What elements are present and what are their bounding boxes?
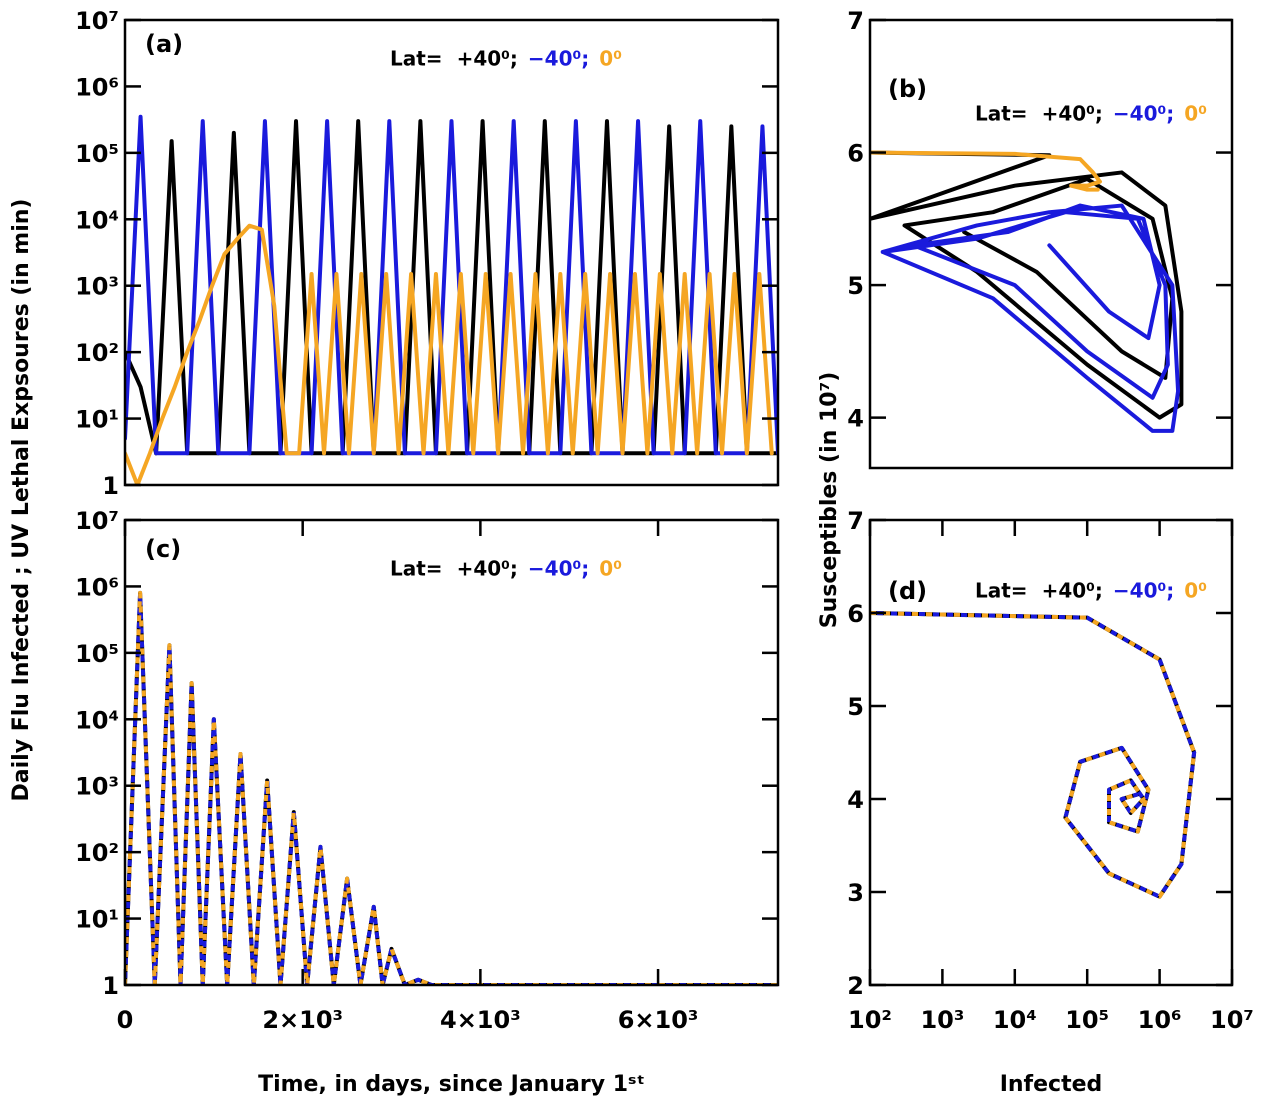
panel-label: (d) (888, 577, 927, 605)
y-tick-label: 7 (847, 7, 864, 35)
series-line (125, 223, 774, 485)
legend-entry: −40⁰; (1113, 102, 1174, 126)
y-tick-label: 10⁴ (75, 706, 119, 734)
y-tick-label: 1 (102, 972, 119, 1000)
legend-entry: −40⁰; (1113, 579, 1174, 603)
legend-entry: −40⁰; (528, 47, 589, 71)
y-tick-label: 4 (847, 405, 864, 433)
y-tick-label: 10³ (75, 773, 119, 801)
series-line (125, 119, 778, 456)
y-tick-label: 5 (847, 693, 864, 721)
y-tick-label: 5 (847, 272, 864, 300)
y-tick-label: 4 (847, 786, 864, 814)
y-tick-label: 10⁶ (75, 73, 119, 101)
y-axis-label: Daily Flu Infected ; UV Lethal Expsoures… (9, 199, 34, 802)
x-tick-label: 4×10³ (440, 1006, 521, 1034)
legend-entry: +40⁰; (1042, 579, 1103, 603)
x-tick-label: 6×10³ (618, 1006, 699, 1034)
plot-frame (123, 518, 780, 987)
y-tick-label: 10⁷ (75, 7, 119, 35)
series-line (870, 611, 1197, 899)
y-tick-label: 10¹ (75, 906, 119, 934)
legend-entry: 0⁰ (1184, 102, 1207, 126)
series-line (870, 150, 1102, 192)
y-tick-label: 1 (102, 472, 119, 500)
y-tick-label: 2 (847, 972, 864, 1000)
plot-frame (868, 18, 1234, 470)
x-tick-label: 10⁴ (993, 1006, 1037, 1034)
legend-title: Lat= (390, 47, 443, 71)
legend-title: Lat= (975, 579, 1028, 603)
y-tick-label: 10⁷ (75, 507, 119, 535)
plot-frame (123, 18, 780, 487)
y-tick-label: 10⁴ (75, 206, 119, 234)
x-tick-label: 0 (117, 1006, 134, 1034)
panel-label: (c) (145, 535, 181, 563)
y-tick-label: 10⁵ (75, 640, 119, 668)
series-line (125, 114, 778, 456)
plot-area (125, 114, 778, 485)
x-tick-label: 10⁶ (1138, 1006, 1182, 1034)
legend-entry: 0⁰ (599, 557, 622, 581)
series-line (870, 611, 1197, 899)
y-tick-label: 10² (75, 839, 119, 867)
y-tick-label: 10² (75, 339, 119, 367)
y-tick-label: 7 (847, 507, 864, 535)
x-tick-label: 10⁵ (1065, 1006, 1109, 1034)
legend-entry: +40⁰; (457, 557, 518, 581)
legend-entry: +40⁰; (1042, 102, 1103, 126)
x-tick-label: 10⁷ (1210, 1006, 1254, 1034)
legend-title: Lat= (390, 557, 443, 581)
series-line (125, 590, 778, 985)
y-tick-label: 3 (847, 879, 864, 907)
x-axis-label: Infected (1000, 1072, 1103, 1097)
x-tick-label: 10² (848, 1006, 892, 1034)
y-tick-label: 10¹ (75, 406, 119, 434)
panel-label: (b) (888, 75, 927, 103)
plot-area (125, 590, 778, 985)
series-line (870, 150, 1184, 420)
legend-title: Lat= (975, 102, 1028, 126)
y-axis-label: Susceptibles (in 10⁷) (817, 372, 842, 629)
panel-label: (a) (145, 30, 183, 58)
plot-area (870, 611, 1197, 899)
plot-area (870, 150, 1184, 433)
x-tick-label: 10³ (920, 1006, 964, 1034)
y-tick-label: 6 (847, 140, 864, 168)
y-tick-label: 10³ (75, 273, 119, 301)
plot-frame (868, 518, 1234, 987)
y-tick-label: 6 (847, 600, 864, 628)
legend-entry: 0⁰ (599, 47, 622, 71)
series-line (125, 590, 778, 985)
x-axis-label: Time, in days, since January 1ˢᵗ (258, 1072, 645, 1097)
legend-entry: −40⁰; (528, 557, 589, 581)
series-line (870, 611, 1197, 899)
legend-entry: 0⁰ (1184, 579, 1207, 603)
legend-entry: +40⁰; (457, 47, 518, 71)
series-line (880, 203, 1181, 433)
x-tick-label: 2×10³ (262, 1006, 343, 1034)
y-tick-label: 10⁵ (75, 140, 119, 168)
y-tick-label: 10⁶ (75, 573, 119, 601)
